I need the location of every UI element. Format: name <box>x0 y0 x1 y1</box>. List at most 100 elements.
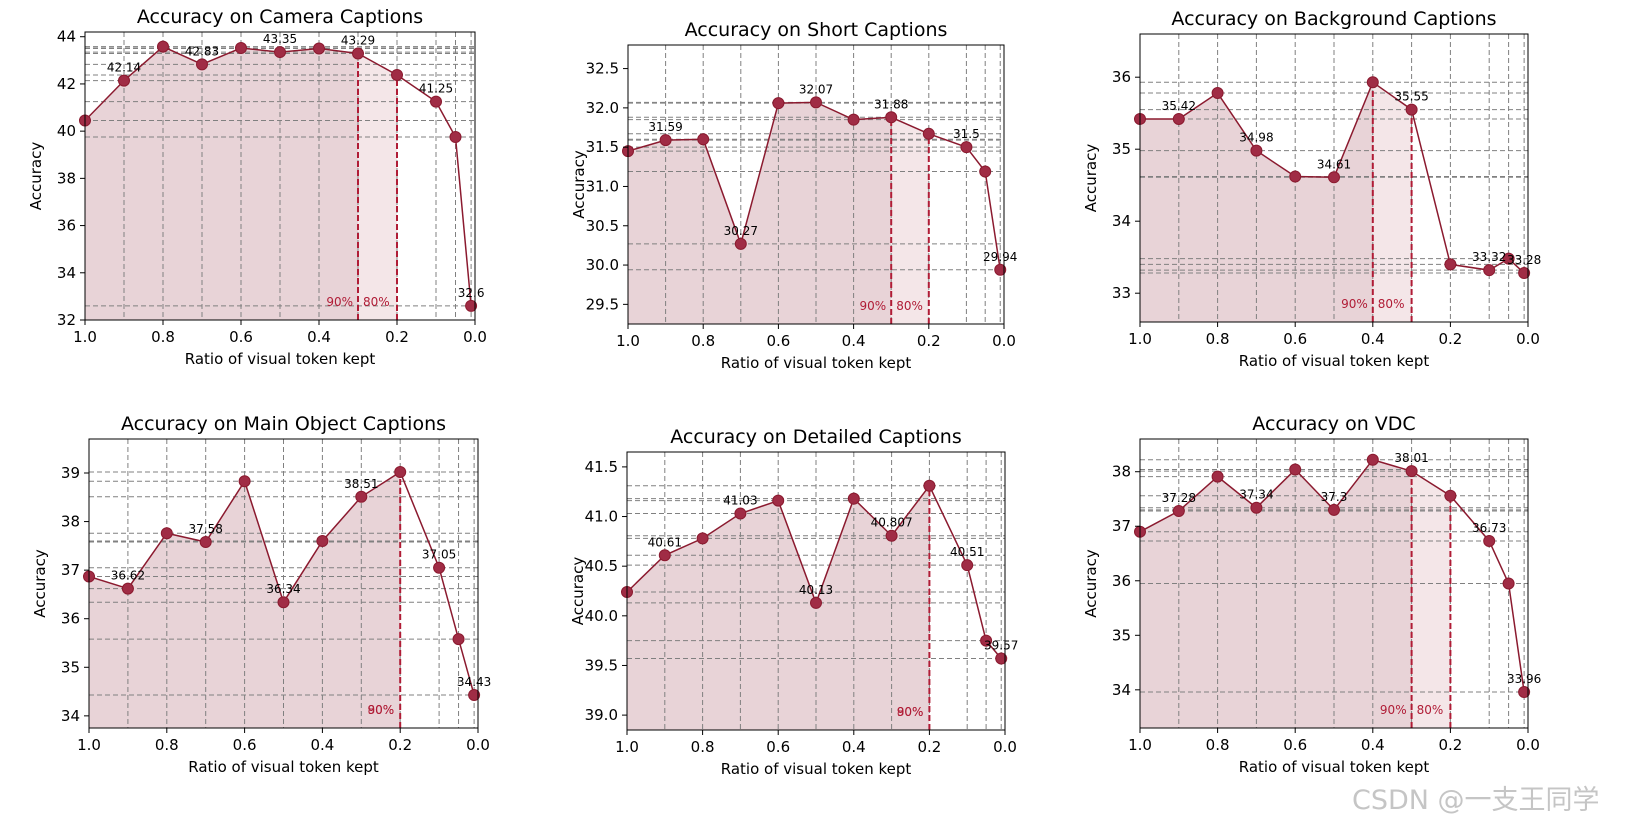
threshold-label-80: 80% <box>897 705 924 719</box>
x-tick-label: 0.0 <box>463 328 487 346</box>
point-label: 41.25 <box>419 82 453 96</box>
data-point <box>810 96 822 109</box>
threshold-label-80: 80% <box>368 703 395 717</box>
area-fill-90 <box>628 102 892 324</box>
y-tick-label: 37 <box>1112 517 1131 535</box>
data-point <box>923 479 936 492</box>
data-point <box>960 141 973 154</box>
data-point <box>979 165 992 178</box>
point-label: 31.5 <box>953 127 980 141</box>
data-point <box>121 582 134 595</box>
threshold-label-90: 90% <box>1380 703 1407 717</box>
data-point <box>118 74 130 87</box>
data-point <box>1518 267 1531 280</box>
point-label: 31.59 <box>648 120 682 134</box>
chart-panel-1: 42.14 42.83 43.35 43.29 41.25 32.6 90% 80% 1.0 0.… <box>27 6 487 368</box>
data-point <box>1328 171 1340 184</box>
x-tick-label: 0.6 <box>1283 736 1307 754</box>
data-point <box>235 42 247 55</box>
data-point <box>277 596 290 609</box>
data-point <box>157 40 169 53</box>
data-point <box>1502 252 1515 265</box>
x-tick-label: 0.6 <box>1283 330 1307 348</box>
area-fill-90 <box>1140 459 1412 728</box>
data-point <box>734 507 747 520</box>
y-tick-label: 35 <box>1112 626 1131 644</box>
x-tick-label: 0.4 <box>1361 330 1385 348</box>
x-tick-label: 1.0 <box>1128 330 1152 348</box>
point-label: 42.83 <box>185 44 219 58</box>
threshold-label-90: 90% <box>368 703 395 717</box>
threshold-label-80: 80% <box>1417 703 1444 717</box>
y-tick-label: 32.0 <box>586 99 619 117</box>
x-tick-label: 0.2 <box>917 738 941 756</box>
point-label: 38.51 <box>344 477 378 491</box>
x-tick-label: 0.0 <box>993 738 1017 756</box>
data-point <box>772 97 785 110</box>
chart-title: Accuracy on Camera Captions <box>137 6 423 28</box>
x-axis-label: Ratio of visual token kept <box>721 354 912 372</box>
point-label: 39.57 <box>984 639 1018 653</box>
area-fill-80 <box>358 53 397 320</box>
x-tick-label: 0.8 <box>691 332 715 350</box>
data-point <box>847 492 860 505</box>
chart-panel-5: 40.61 41.03 40.13 40.807 40.51 39.57 90%80% 1.0… <box>569 426 1018 778</box>
data-point <box>430 95 442 108</box>
data-point <box>995 652 1008 665</box>
x-axis-label: Ratio of visual token kept <box>721 760 912 778</box>
point-label: 37.34 <box>1239 488 1273 502</box>
y-tick-label: 31.0 <box>586 177 619 195</box>
data-point <box>1172 504 1185 517</box>
data-point <box>238 475 251 488</box>
plot-area <box>628 45 1004 324</box>
data-point <box>1405 103 1418 116</box>
point-label: 40.61 <box>648 535 682 549</box>
point-label: 37.28 <box>1162 491 1196 505</box>
point-label: 42.14 <box>107 61 141 75</box>
threshold-label-90: 90% <box>897 705 924 719</box>
data-point <box>391 68 403 81</box>
threshold-label-90: 90% <box>1341 297 1368 311</box>
data-point <box>961 559 974 572</box>
point-label: 35.42 <box>1162 99 1196 113</box>
data-point <box>274 46 286 59</box>
axes-frame <box>88 438 479 729</box>
x-tick-label: 0.6 <box>766 738 790 756</box>
data-point <box>658 549 671 562</box>
x-axis-label: Ratio of visual token kept <box>188 758 379 776</box>
x-tick-label: 0.0 <box>992 332 1016 350</box>
x-tick-label: 0.8 <box>1206 330 1230 348</box>
data-point <box>1328 503 1340 516</box>
point-label: 30.27 <box>724 224 758 238</box>
data-point <box>1289 463 1302 476</box>
chart-title: Accuracy on Detailed Captions <box>670 426 962 448</box>
x-tick-label: 0.8 <box>155 736 179 754</box>
y-tick-label: 39.5 <box>585 656 618 674</box>
x-tick-label: 0.6 <box>233 736 257 754</box>
x-tick-label: 0.8 <box>151 328 175 346</box>
y-tick-label: 42 <box>57 75 76 93</box>
y-tick-label: 31.5 <box>586 138 619 156</box>
x-axis-label: Ratio of visual token kept <box>1239 758 1430 776</box>
y-tick-label: 32 <box>57 311 76 329</box>
point-label: 41.03 <box>723 494 757 508</box>
data-point <box>355 490 368 503</box>
x-tick-label: 0.2 <box>1438 330 1462 348</box>
point-label: 36.62 <box>111 569 145 583</box>
point-label: 34.43 <box>457 675 491 689</box>
x-tick-label: 0.2 <box>1438 736 1462 754</box>
data-point <box>885 111 898 124</box>
y-axis-label: Accuracy <box>31 549 49 618</box>
point-label: 36.34 <box>266 582 300 596</box>
area-fill-80 <box>1372 82 1412 322</box>
y-tick-label: 30.5 <box>586 217 619 235</box>
point-label: 37.05 <box>422 548 456 562</box>
data-point <box>316 535 329 547</box>
data-point <box>465 299 478 312</box>
data-point <box>734 237 747 250</box>
series-line <box>1140 458 1525 693</box>
axes-frame <box>1139 438 1529 729</box>
axes-frame <box>627 44 1005 325</box>
y-tick-label: 38 <box>57 169 76 187</box>
